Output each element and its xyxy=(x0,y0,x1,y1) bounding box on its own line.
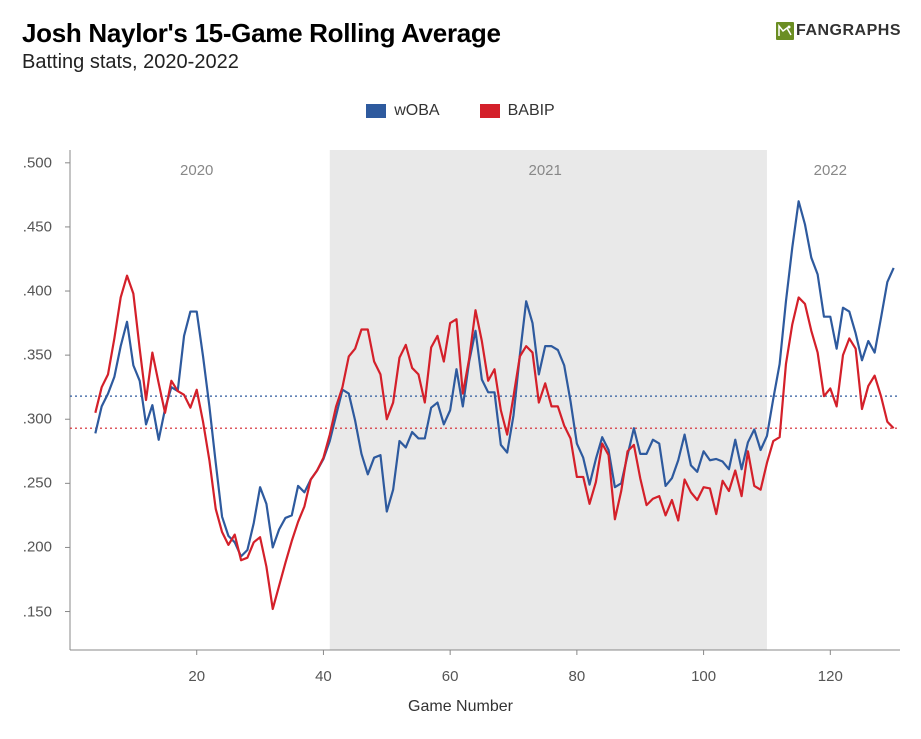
y-tick-label: .350 xyxy=(23,347,52,364)
season-band xyxy=(330,150,767,650)
x-tick-label: 80 xyxy=(569,668,586,685)
y-tick-label: .300 xyxy=(23,411,52,428)
legend-label-woba: wOBA xyxy=(394,102,439,120)
x-tick-label: 40 xyxy=(315,668,332,685)
legend-item-woba: wOBA xyxy=(366,102,439,120)
legend-item-babip: BABIP xyxy=(480,102,555,120)
season-label: 2020 xyxy=(180,162,213,179)
y-tick-label: .400 xyxy=(23,283,52,300)
y-tick-label: .450 xyxy=(23,218,52,235)
legend-swatch-woba xyxy=(366,104,386,118)
x-tick-label: 60 xyxy=(442,668,459,685)
x-tick-label: 120 xyxy=(818,668,843,685)
plot-area: 2020 2021 2022 xyxy=(70,150,900,650)
chart-subtitle: Batting stats, 2020-2022 xyxy=(22,51,899,74)
legend: wOBA BABIP xyxy=(0,102,921,120)
plot-svg xyxy=(70,150,900,650)
brand-text: FANGRAPHS xyxy=(796,22,901,40)
y-axis: .150 .200 .250 .300 .350 .400 .450 .500 xyxy=(0,150,60,650)
y-tick-label: .500 xyxy=(23,154,52,171)
y-tick-label: .250 xyxy=(23,475,52,492)
x-tick-label: 20 xyxy=(188,668,205,685)
chart-title: Josh Naylor's 15-Game Rolling Average xyxy=(22,18,899,49)
legend-label-babip: BABIP xyxy=(508,102,555,120)
x-tick-label: 100 xyxy=(691,668,716,685)
season-label: 2022 xyxy=(814,162,847,179)
fangraphs-icon xyxy=(776,22,794,40)
x-axis: 20 40 60 80 100 120 xyxy=(70,660,900,690)
y-tick-label: .200 xyxy=(23,539,52,556)
y-tick-label: .150 xyxy=(23,603,52,620)
brand-logo: FANGRAPHS xyxy=(776,22,901,40)
season-label: 2021 xyxy=(529,162,562,179)
legend-swatch-babip xyxy=(480,104,500,118)
x-axis-title: Game Number xyxy=(0,698,921,716)
